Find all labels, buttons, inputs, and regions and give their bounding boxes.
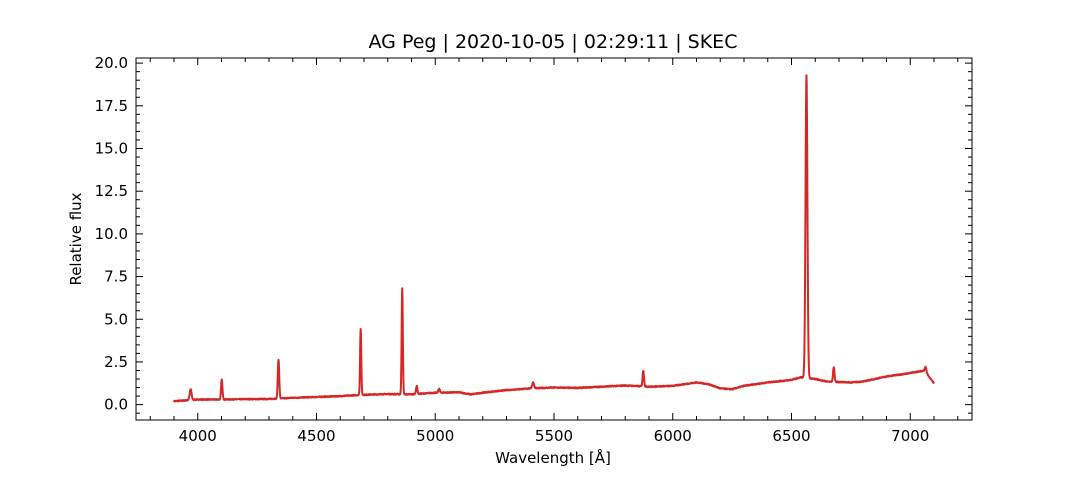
y-tick-label: 20.0 — [95, 54, 128, 72]
y-tick-label: 12.5 — [95, 182, 128, 200]
x-tick-label: 5000 — [416, 427, 454, 445]
y-tick-label: 17.5 — [95, 97, 128, 115]
x-tick-label: 4500 — [297, 427, 335, 445]
y-tick-label: 0.0 — [104, 396, 128, 414]
y-tick-label: 5.0 — [104, 310, 128, 328]
x-tick-label: 6000 — [654, 427, 692, 445]
x-axis: 4000 4500 5000 5500 6000 6500 7000 — [149, 58, 959, 445]
spectrum-line — [173, 74, 935, 403]
y-tick-label: 7.5 — [104, 268, 128, 286]
y-tick-label: 15.0 — [95, 140, 128, 158]
y-axis-label: Relative flux — [67, 192, 85, 285]
y-tick-label: 10.0 — [95, 225, 128, 243]
plot-frame — [135, 57, 973, 421]
x-tick-label: 6500 — [772, 427, 810, 445]
y-axis: 0.0 2.5 5.0 7.5 10.0 12.5 15.0 17.5 20.0 — [95, 54, 972, 414]
x-tick-label: 7000 — [891, 427, 929, 445]
plot-area — [135, 57, 973, 421]
y-tick-label: 2.5 — [104, 353, 128, 371]
x-axis-label: Wavelength [Å] — [495, 448, 611, 467]
chart-title: AG Peg | 2020-10-05 | 02:29:11 | SKEC — [369, 31, 738, 53]
x-tick-label: 4000 — [179, 427, 217, 445]
x-tick-label: 5500 — [535, 427, 573, 445]
